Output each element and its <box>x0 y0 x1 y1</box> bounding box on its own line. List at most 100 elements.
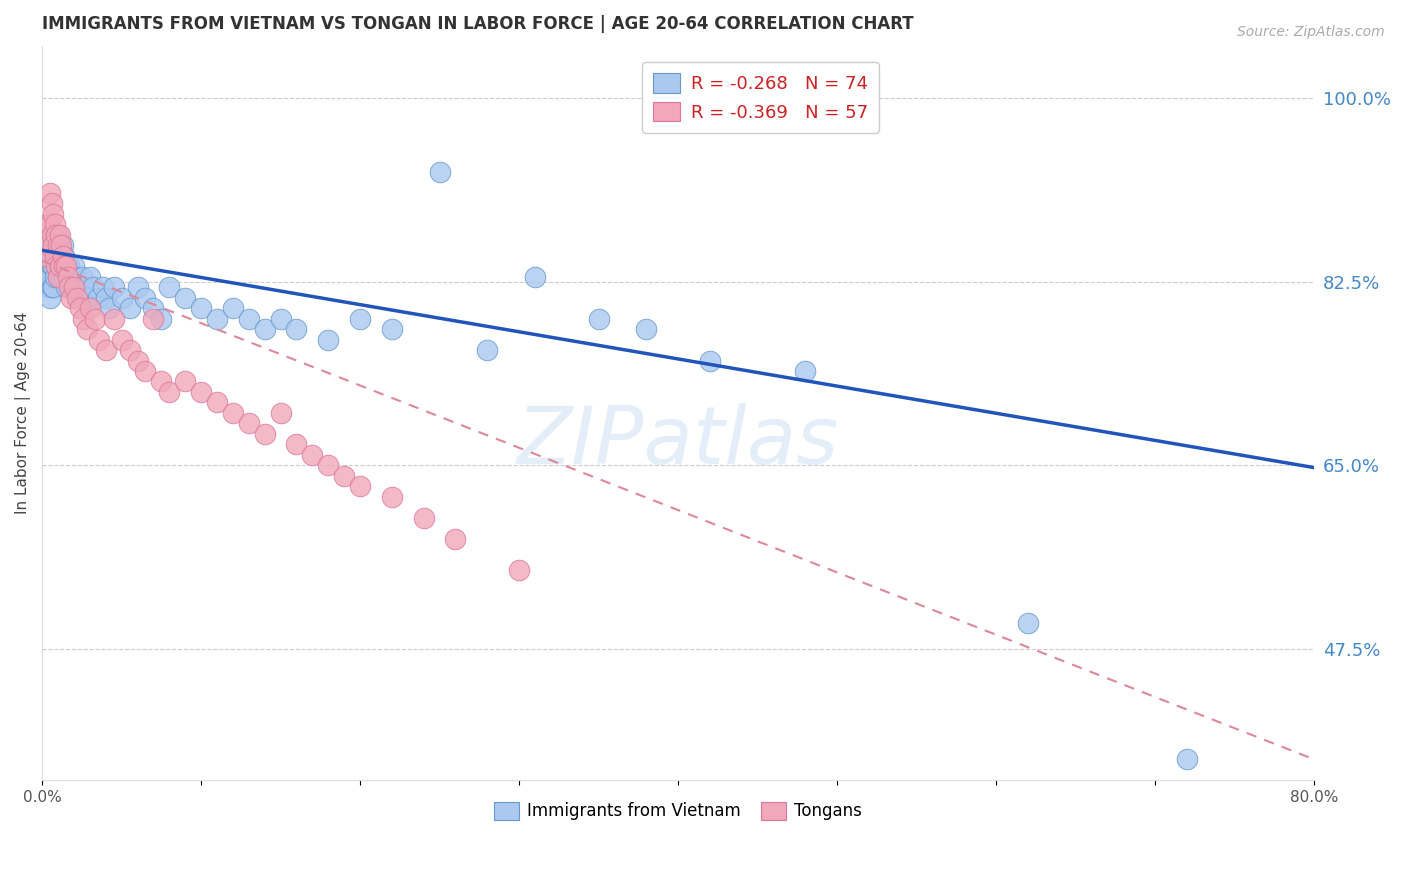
Point <box>45 227 67 242</box>
Point <box>37 280 59 294</box>
Point <box>39 291 62 305</box>
Point <box>205 395 228 409</box>
Point <box>56 269 79 284</box>
Point <box>82 280 104 294</box>
Legend: Immigrants from Vietnam, Tongans: Immigrants from Vietnam, Tongans <box>488 795 869 827</box>
Point <box>46 227 69 242</box>
Point <box>349 311 371 326</box>
Point <box>41 280 63 294</box>
Point <box>59 269 82 284</box>
Point <box>134 291 156 305</box>
Point <box>190 384 212 399</box>
Point <box>94 291 117 305</box>
Point <box>60 280 83 294</box>
Point <box>42 206 65 220</box>
Text: ZIPatlas: ZIPatlas <box>517 403 839 482</box>
Point <box>134 364 156 378</box>
Point <box>34 269 56 284</box>
Point <box>41 259 63 273</box>
Point <box>39 186 62 200</box>
Point <box>381 490 404 504</box>
Point <box>1017 615 1039 630</box>
Point <box>48 238 70 252</box>
Y-axis label: In Labor Force | Age 20-64: In Labor Force | Age 20-64 <box>15 312 31 514</box>
Point <box>53 259 76 273</box>
Point <box>48 259 70 273</box>
Point <box>118 343 141 357</box>
Point <box>52 238 75 252</box>
Point <box>477 343 499 357</box>
Point <box>87 291 110 305</box>
Point <box>35 238 58 252</box>
Point <box>79 269 101 284</box>
Point <box>142 311 165 326</box>
Point <box>42 280 65 294</box>
Point <box>110 291 132 305</box>
Point <box>41 227 63 242</box>
Point <box>89 333 111 347</box>
Point <box>42 238 65 252</box>
Point <box>222 301 245 315</box>
Text: Source: ZipAtlas.com: Source: ZipAtlas.com <box>1237 25 1385 39</box>
Point <box>37 238 59 252</box>
Point <box>118 301 141 315</box>
Point <box>44 249 66 263</box>
Point <box>45 259 67 273</box>
Point <box>41 196 63 211</box>
Point <box>76 291 98 305</box>
Point <box>97 301 120 315</box>
Point <box>76 322 98 336</box>
Point <box>238 311 260 326</box>
Point <box>157 280 180 294</box>
Point <box>53 249 76 263</box>
Point <box>44 249 66 263</box>
Point <box>46 269 69 284</box>
Point <box>52 259 75 273</box>
Point <box>51 269 73 284</box>
Point <box>63 280 86 294</box>
Point <box>39 217 62 231</box>
Point <box>349 479 371 493</box>
Point <box>301 448 323 462</box>
Point <box>157 384 180 399</box>
Point <box>190 301 212 315</box>
Point <box>103 311 125 326</box>
Point <box>53 269 76 284</box>
Point <box>70 269 93 284</box>
Point <box>55 280 77 294</box>
Point <box>39 269 62 284</box>
Point <box>44 269 66 284</box>
Point <box>174 375 197 389</box>
Point <box>48 227 70 242</box>
Point <box>69 301 91 315</box>
Point <box>285 437 308 451</box>
Point <box>91 280 114 294</box>
Point <box>1175 752 1198 766</box>
Point <box>45 238 67 252</box>
Point <box>46 249 69 263</box>
Point <box>316 333 339 347</box>
Point <box>316 458 339 473</box>
Point <box>72 280 94 294</box>
Point <box>142 301 165 315</box>
Point <box>270 311 292 326</box>
Point <box>699 353 721 368</box>
Point <box>444 532 467 546</box>
Point <box>222 406 245 420</box>
Point <box>58 259 80 273</box>
Point <box>79 301 101 315</box>
Point <box>52 249 75 263</box>
Point <box>51 249 73 263</box>
Point <box>127 353 149 368</box>
Point <box>42 238 65 252</box>
Text: IMMIGRANTS FROM VIETNAM VS TONGAN IN LABOR FORCE | AGE 20-64 CORRELATION CHART: IMMIGRANTS FROM VIETNAM VS TONGAN IN LAB… <box>42 15 914 33</box>
Point <box>59 291 82 305</box>
Point <box>508 563 530 577</box>
Point <box>66 291 89 305</box>
Point <box>103 280 125 294</box>
Point <box>523 269 546 284</box>
Point <box>412 511 434 525</box>
Point <box>636 322 658 336</box>
Point <box>429 164 451 178</box>
Point <box>63 259 86 273</box>
